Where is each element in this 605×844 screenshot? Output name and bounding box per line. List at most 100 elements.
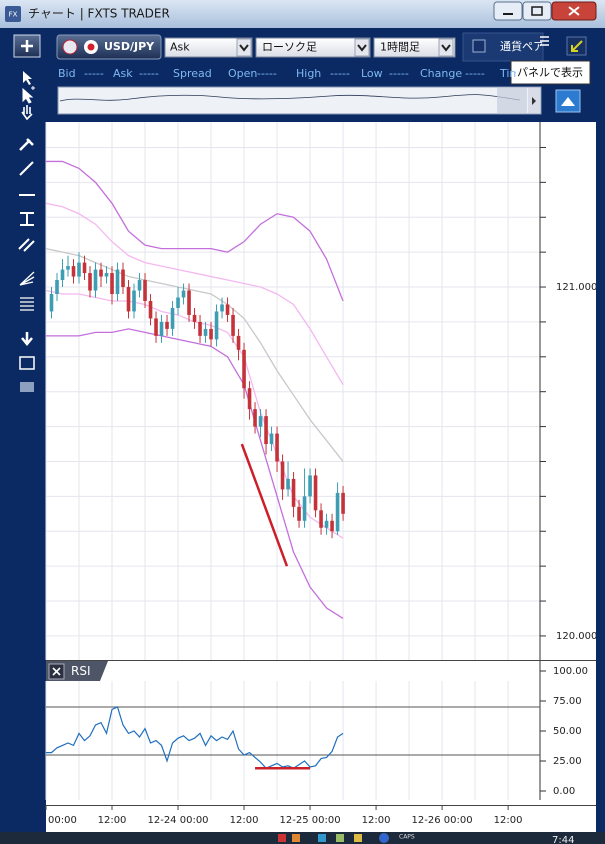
pair-checkbox[interactable] bbox=[472, 39, 486, 53]
quote-field: Change bbox=[420, 67, 462, 80]
tool-hammer[interactable] bbox=[19, 138, 34, 151]
app-icon-text: FX bbox=[9, 11, 18, 19]
x-tick-label: 12-26 00:00 bbox=[412, 815, 473, 826]
candle-body bbox=[159, 321, 164, 336]
candle-body bbox=[143, 280, 147, 301]
candle-body bbox=[308, 475, 312, 497]
quote-field: Low bbox=[361, 67, 383, 80]
candle-body bbox=[297, 506, 301, 521]
quote-field: Open bbox=[228, 67, 257, 80]
quote-field: Ask bbox=[113, 67, 133, 80]
tray-icon[interactable] bbox=[354, 834, 362, 842]
candle-body bbox=[330, 520, 334, 532]
timeframe-select[interactable] bbox=[373, 37, 456, 58]
candle-body bbox=[220, 304, 224, 312]
tray-icon[interactable] bbox=[379, 833, 389, 843]
caps-indicator: CAPS bbox=[399, 834, 415, 841]
y-tick-label: 121.000 bbox=[556, 282, 597, 293]
dropdown-arrow bbox=[354, 38, 370, 57]
candle-body bbox=[264, 416, 268, 445]
candle-body bbox=[247, 388, 252, 410]
tray-icon[interactable] bbox=[292, 834, 300, 842]
candle-body bbox=[126, 287, 131, 312]
add-glyph bbox=[21, 40, 33, 52]
candle-body bbox=[165, 321, 169, 329]
tool-hand[interactable] bbox=[21, 105, 33, 121]
candle-body bbox=[77, 262, 81, 277]
dropdown-arrow bbox=[438, 38, 454, 57]
candle-body bbox=[280, 461, 285, 490]
drawing-tools bbox=[18, 71, 35, 392]
tray-icon[interactable] bbox=[336, 834, 344, 842]
jpy-flag-dot bbox=[87, 43, 95, 51]
candle-body bbox=[236, 335, 241, 350]
tool-crosshair[interactable] bbox=[22, 86, 35, 104]
tool-fibo[interactable] bbox=[20, 297, 34, 311]
x-tick-label: 12-25 00:00 bbox=[280, 815, 341, 826]
candle-body bbox=[225, 304, 230, 315]
candle-body bbox=[132, 290, 136, 312]
maximize-button[interactable] bbox=[522, 1, 552, 21]
chart-type-select[interactable] bbox=[255, 37, 371, 58]
quote-field: Spread bbox=[173, 67, 212, 80]
tool-channel[interactable] bbox=[18, 238, 35, 252]
symbol-button[interactable] bbox=[56, 34, 162, 60]
menu-icon[interactable] bbox=[540, 36, 549, 46]
tool-fan[interactable] bbox=[19, 271, 35, 286]
minimize-button[interactable] bbox=[493, 1, 523, 21]
trend-line bbox=[240, 443, 289, 567]
candle-body bbox=[99, 269, 103, 277]
quote-field: Time bbox=[499, 67, 527, 80]
tool-download[interactable] bbox=[21, 332, 33, 346]
maximize-glyph bbox=[531, 6, 543, 16]
tray-icon[interactable] bbox=[318, 834, 326, 842]
tray-icon[interactable] bbox=[278, 834, 286, 842]
tool-vline[interactable] bbox=[20, 212, 34, 226]
navigator-glyph bbox=[561, 97, 575, 106]
pair-checkbox-label: 通貨ペア bbox=[500, 39, 544, 53]
dropdown-glyph bbox=[357, 44, 367, 52]
candle-body bbox=[324, 520, 329, 528]
candle-body bbox=[198, 321, 202, 336]
y-tick-label: 100.00 bbox=[553, 666, 588, 677]
symbol: USD/JPY bbox=[104, 40, 155, 53]
x-tick-label: 12:00 bbox=[230, 815, 259, 826]
rsi-close-glyph bbox=[52, 667, 61, 676]
band-line bbox=[46, 160, 344, 302]
candle-body bbox=[66, 266, 70, 270]
quote-bar: Bid ----- Ask ----- Spread Open ----- High -----… bbox=[58, 67, 527, 80]
quote-field: ----- bbox=[84, 67, 104, 80]
candle-body bbox=[203, 328, 208, 336]
candle-body bbox=[88, 273, 92, 291]
candle-body bbox=[55, 280, 59, 295]
clock: 7:44 bbox=[552, 835, 574, 844]
tool-camera[interactable] bbox=[20, 382, 34, 392]
candle-body bbox=[209, 328, 213, 340]
tool-list[interactable] bbox=[19, 356, 35, 370]
y-tick-label: 120.000 bbox=[556, 631, 597, 642]
candle-body bbox=[121, 269, 125, 288]
candle-body bbox=[93, 269, 98, 291]
candle-body bbox=[231, 314, 235, 336]
tool-line[interactable] bbox=[19, 161, 34, 176]
candle-body bbox=[192, 314, 197, 322]
candle-body bbox=[242, 349, 246, 389]
tool-pointer[interactable] bbox=[23, 71, 32, 85]
candle-body bbox=[49, 294, 54, 312]
quote-field: ----- bbox=[139, 67, 159, 80]
candles bbox=[46, 160, 345, 620]
right-frame bbox=[596, 122, 605, 832]
navigator-window[interactable] bbox=[497, 88, 527, 113]
band-line bbox=[46, 328, 344, 620]
chart-type: ローソク足 bbox=[262, 41, 317, 54]
candle-body bbox=[275, 433, 279, 462]
candle-body bbox=[335, 492, 340, 532]
dropdown-glyph bbox=[441, 44, 451, 52]
y-tick-label: 50.00 bbox=[553, 726, 582, 737]
y-tick-label: 75.00 bbox=[553, 696, 582, 707]
price-side-select[interactable] bbox=[164, 37, 253, 58]
rsi-title: RSI bbox=[71, 664, 91, 678]
x-tick-label: 12:00 bbox=[98, 815, 127, 826]
quote-field: ----- bbox=[330, 67, 350, 80]
